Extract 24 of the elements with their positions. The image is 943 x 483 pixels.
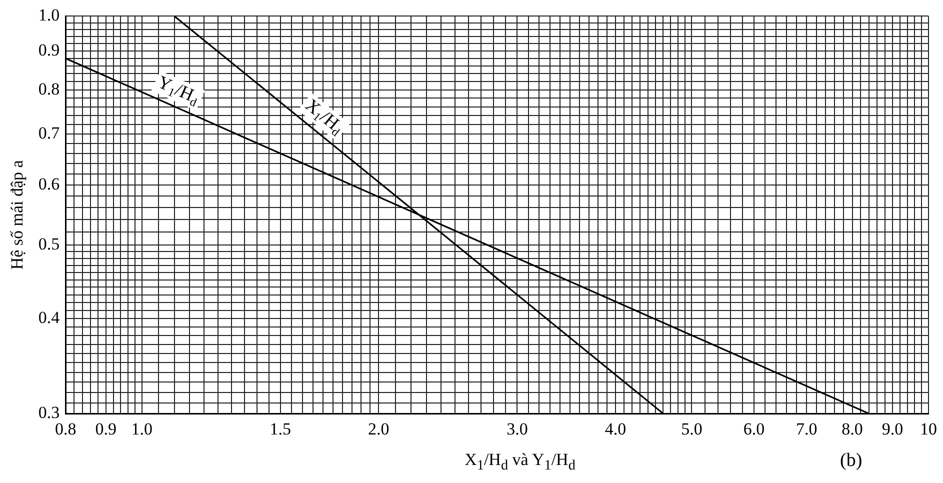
x-tick-label: 5.0 xyxy=(681,419,702,438)
y-tick-label: 0.6 xyxy=(38,174,60,194)
text: Y1/Hd xyxy=(154,72,199,110)
x-tick-label: 1.0 xyxy=(131,419,153,438)
y-tick-label: 0.8 xyxy=(38,79,60,98)
text: X1/Hd xyxy=(302,94,344,140)
y-tick-label: 0.5 xyxy=(38,234,60,254)
x-tick-label: 0.9 xyxy=(95,419,117,438)
x-tick-label: 1.5 xyxy=(270,419,292,438)
x-tick-label: 2.0 xyxy=(368,419,390,438)
x-tick-label: 7.0 xyxy=(796,419,818,438)
x-tick-label: 3.0 xyxy=(506,419,528,438)
y-tick-label: 0.7 xyxy=(38,123,60,142)
x-tick-label: 8.0 xyxy=(842,419,863,438)
text: (b) xyxy=(840,450,862,472)
y-tick-label: 0.9 xyxy=(38,40,60,60)
x-tick-label: 9.0 xyxy=(882,419,904,438)
y-axis-title: Hệ số mái đập a xyxy=(8,160,27,270)
x-tick-label: 10 xyxy=(920,419,937,438)
x-axis-title: X$_{1}$/H$_{d}$ và Y$_{1}$/H$_{d}$ xyxy=(464,450,576,474)
x-tick-label: 6.0 xyxy=(743,419,765,438)
y-tick-label: 0.4 xyxy=(38,308,60,328)
y-tick-label: 1.0 xyxy=(38,6,60,25)
x-tick-label: 4.0 xyxy=(604,419,626,438)
